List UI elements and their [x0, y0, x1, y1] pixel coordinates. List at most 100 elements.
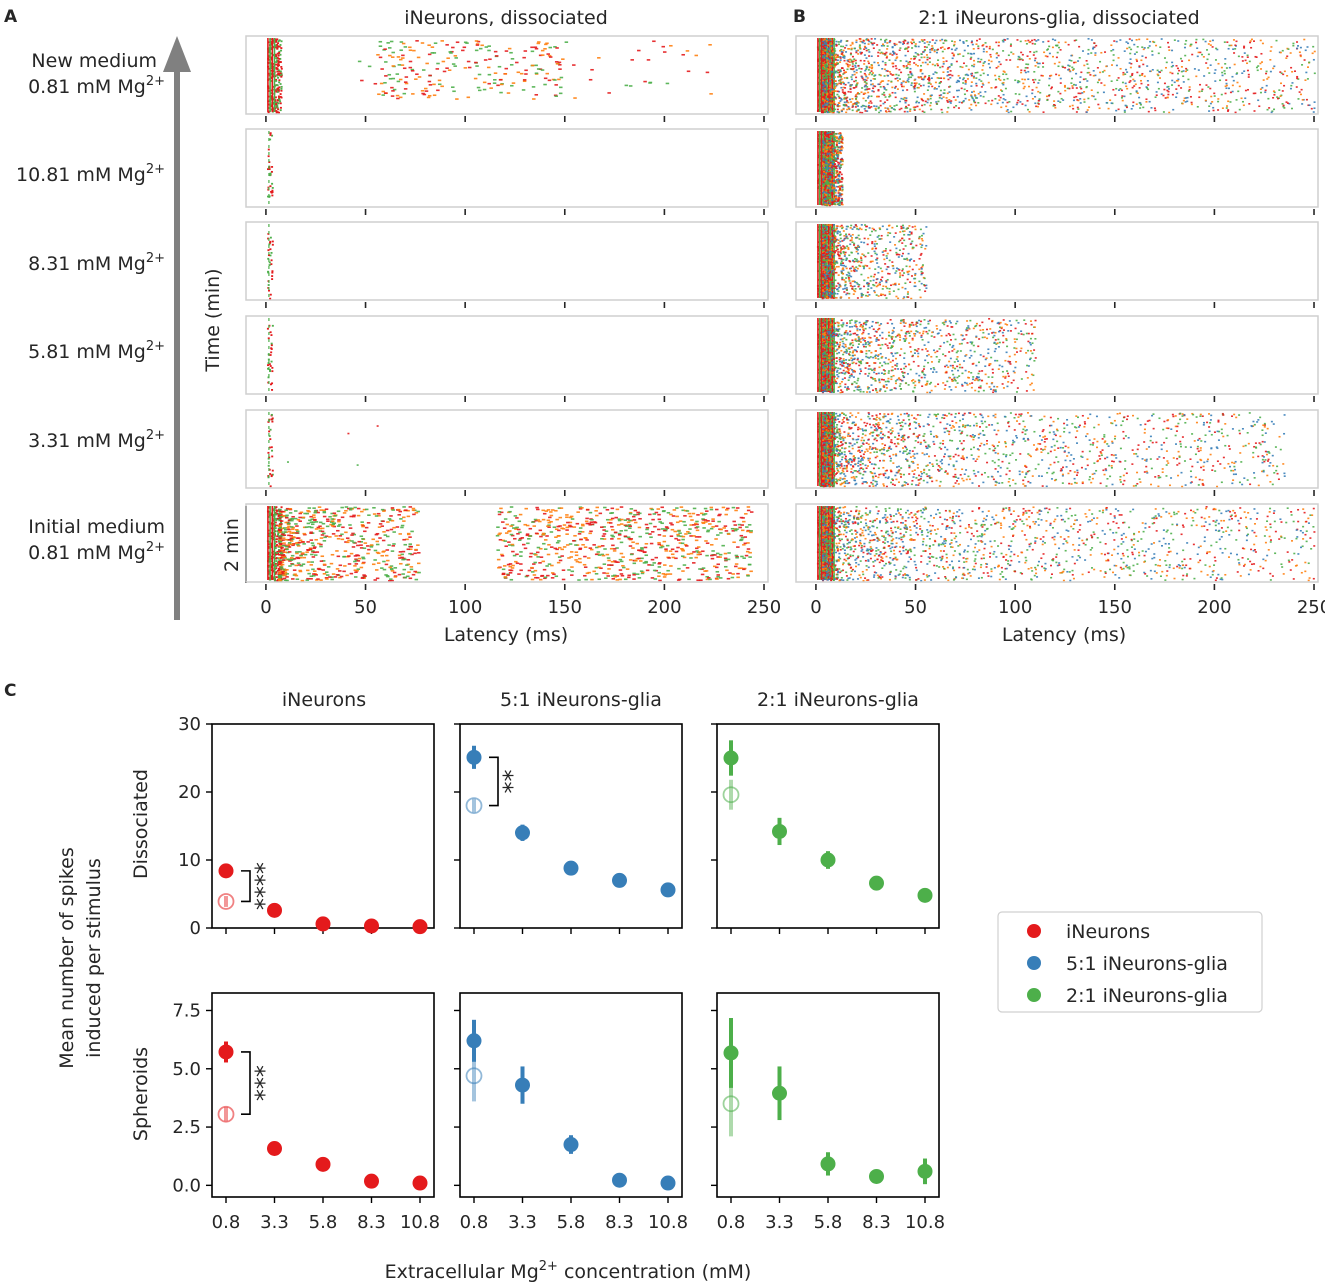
- scale-bar-label: 2 min: [221, 518, 243, 572]
- raster-b: 0 50 100 150 200 250: [795, 35, 1325, 618]
- legend-marker-21: [1027, 988, 1041, 1002]
- data-point: [563, 860, 579, 876]
- data-point: [772, 1085, 787, 1101]
- condition-label-3-text: 3.31 mM Mg: [28, 430, 146, 452]
- legend-label-ineurons: iNeurons: [1066, 921, 1150, 943]
- legend-marker-51: [1027, 956, 1041, 970]
- x-tick-label: 10.8: [648, 1212, 688, 1233]
- raster-b-row-3-spikes: [817, 318, 1037, 394]
- raster-b-row-2-frame: [795, 221, 1319, 301]
- raster-a-row-3-spikes: [266, 318, 274, 392]
- raster-a-tick-label: 250: [747, 597, 781, 618]
- x-tick-label: 3.3: [508, 1212, 537, 1233]
- raster-a-row-0-frame: [245, 35, 769, 115]
- x-label-c-sup: 2+: [539, 1259, 558, 1274]
- raster-a-tick-label: 100: [448, 597, 482, 618]
- legend-frame: [997, 911, 1263, 1013]
- condition-label-new-line1: New medium: [31, 50, 157, 72]
- x-tick-label: 5.8: [557, 1212, 586, 1233]
- significance-bracket: [241, 1051, 251, 1116]
- raster-a-row-1: [245, 128, 769, 215]
- y-tick-label: 0.0: [172, 1175, 201, 1196]
- y-label-line1: Mean number of spikes: [56, 847, 78, 1069]
- data-point: [412, 919, 428, 935]
- raster-a-row-1-frame: [245, 128, 769, 208]
- raster-b-tick-label: 50: [904, 597, 927, 618]
- raster-b-tick-label: 0: [810, 597, 821, 618]
- x-tick-label: 3.3: [260, 1212, 289, 1233]
- raster-a-row-4: [245, 409, 769, 496]
- x-tick-label: 5.8: [814, 1212, 843, 1233]
- condition-label-8-text: 8.31 mM Mg: [28, 253, 146, 275]
- raster-b-row-1-spikes: [817, 131, 844, 207]
- raster-b-row-1: [795, 128, 1319, 215]
- raster-a-row-2-spikes: [267, 224, 274, 300]
- col-title-51: 5:1 iNeurons-glia: [500, 689, 662, 711]
- y-tick-label: 30: [178, 714, 201, 735]
- condition-label-8-sup: 2+: [146, 251, 165, 266]
- x-tick-label: 0.8: [717, 1212, 746, 1233]
- legend-label-51: 5:1 iNeurons-glia: [1066, 953, 1228, 975]
- raster-b-tick-label: 200: [1197, 597, 1231, 618]
- raster-b-row-3: [795, 315, 1319, 402]
- time-axis-label: Time (min): [202, 268, 224, 372]
- panel-c-1-0: 0.0 2.5 5.0 7.5 0.8 3.3 5.8 8.3 10.8 ***: [172, 992, 440, 1233]
- data-point: [218, 863, 234, 879]
- raster-a-row-1-spikes: [267, 131, 274, 205]
- new-medium-point: [465, 797, 483, 814]
- data-point: [660, 1175, 676, 1191]
- legend: iNeurons 5:1 iNeurons-glia 2:1 iNeurons-…: [997, 911, 1263, 1013]
- y-tick-label: 10: [178, 850, 201, 871]
- y-tick-label: 0: [190, 918, 201, 939]
- x-tick-label: 8.3: [605, 1212, 634, 1233]
- data-point: [364, 1173, 379, 1189]
- y-tick-label: 5.0: [172, 1059, 201, 1080]
- significance-stars: ***: [242, 1065, 270, 1101]
- condition-label-5: 5.81 mM Mg2+: [28, 339, 165, 363]
- condition-label-new-line2: 0.81 mM Mg2+: [28, 74, 165, 98]
- raster-b-tick-label: 150: [1098, 597, 1132, 618]
- data-point: [315, 1156, 331, 1172]
- raster-b-row-5-spikes: [816, 506, 1316, 582]
- raster-b-row-5-frame: [795, 503, 1319, 583]
- raster-a-tick-label: 150: [548, 597, 582, 618]
- x-label-c-prefix: Extracellular Mg: [385, 1261, 539, 1283]
- raster-b-row-0: [795, 35, 1319, 122]
- condition-label-3-sup: 2+: [146, 428, 165, 443]
- data-point: [772, 823, 787, 839]
- panel-c-frame: [459, 992, 683, 1198]
- data-point: [917, 1163, 933, 1179]
- data-point: [267, 902, 282, 918]
- raster-b-row-4-spikes: [817, 412, 1286, 488]
- panel-c-0-1: **: [454, 723, 683, 934]
- x-tick-label: 0.8: [212, 1212, 241, 1233]
- raster-b-row-0-frame: [795, 35, 1319, 115]
- condition-label-initial-line2: 0.81 mM Mg2+: [28, 540, 165, 564]
- raster-b-row-5: [795, 503, 1319, 590]
- panel-c-1-1: 0.8 3.3 5.8 8.3 10.8: [454, 992, 688, 1233]
- data-point: [723, 1045, 739, 1061]
- raster-a-tick-labels: 0 50 100 150 200 250: [260, 597, 781, 618]
- condition-label-new-text: 0.81 mM Mg: [28, 76, 146, 98]
- data-point: [820, 852, 836, 868]
- panel-c-1-2: 0.8 3.3 5.8 8.3 10.8: [711, 992, 945, 1233]
- condition-label-initial-sup: 2+: [146, 540, 165, 555]
- y-tick-label: 20: [178, 782, 201, 803]
- condition-label-initial-line1: Initial medium: [28, 516, 165, 538]
- condition-labels: New medium 0.81 mM Mg2+ 10.81 mM Mg2+ 8.…: [16, 50, 165, 564]
- data-point: [267, 1141, 282, 1157]
- raster-b-row-1-frame: [795, 128, 1319, 208]
- raster-a-tick-label: 50: [354, 597, 377, 618]
- data-point: [315, 916, 331, 932]
- significance-stars: ****: [242, 862, 270, 910]
- y-tick-label: 7.5: [172, 1000, 201, 1021]
- col-title-ineurons: iNeurons: [282, 689, 366, 711]
- panel-c-frame: [716, 723, 940, 929]
- raster-b-tick-label: 100: [998, 597, 1032, 618]
- new-medium-point: [722, 786, 740, 804]
- data-point: [820, 1156, 836, 1172]
- row-label-spheroids: Spheroids: [130, 1047, 152, 1141]
- data-point: [612, 872, 627, 888]
- new-medium-point: [722, 1095, 740, 1113]
